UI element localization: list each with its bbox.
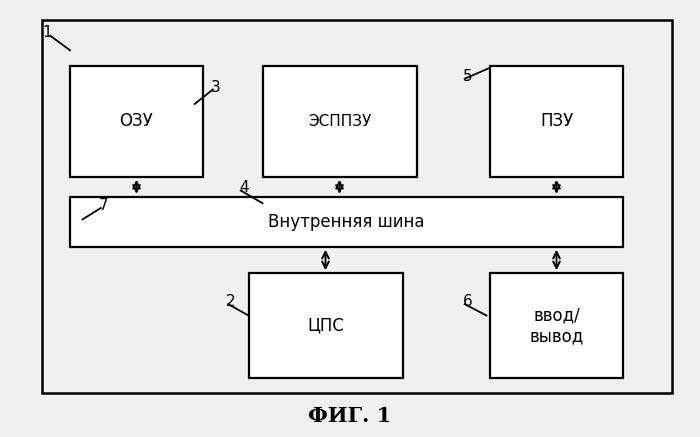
- Text: 3: 3: [211, 80, 220, 95]
- Bar: [248, 273, 402, 378]
- Text: 1: 1: [43, 25, 52, 40]
- Text: Внутренняя шина: Внутренняя шина: [268, 213, 425, 231]
- Bar: [490, 273, 623, 378]
- Text: 6: 6: [463, 294, 473, 309]
- Text: 7: 7: [99, 198, 108, 213]
- Text: ПЗУ: ПЗУ: [540, 112, 573, 130]
- Text: ОЗУ: ОЗУ: [120, 112, 153, 130]
- Text: ЭСППЗУ: ЭСППЗУ: [308, 114, 371, 129]
- Bar: [70, 197, 623, 247]
- Text: ввод/
вывод: ввод/ вывод: [529, 306, 584, 345]
- Text: 2: 2: [226, 294, 236, 309]
- Bar: [262, 66, 416, 177]
- Bar: [70, 66, 203, 177]
- Text: ЦПС: ЦПС: [307, 316, 344, 335]
- Text: ФИГ. 1: ФИГ. 1: [309, 406, 391, 426]
- Text: 5: 5: [463, 69, 473, 84]
- Bar: [42, 20, 672, 393]
- Text: 4: 4: [239, 180, 248, 195]
- Bar: [490, 66, 623, 177]
